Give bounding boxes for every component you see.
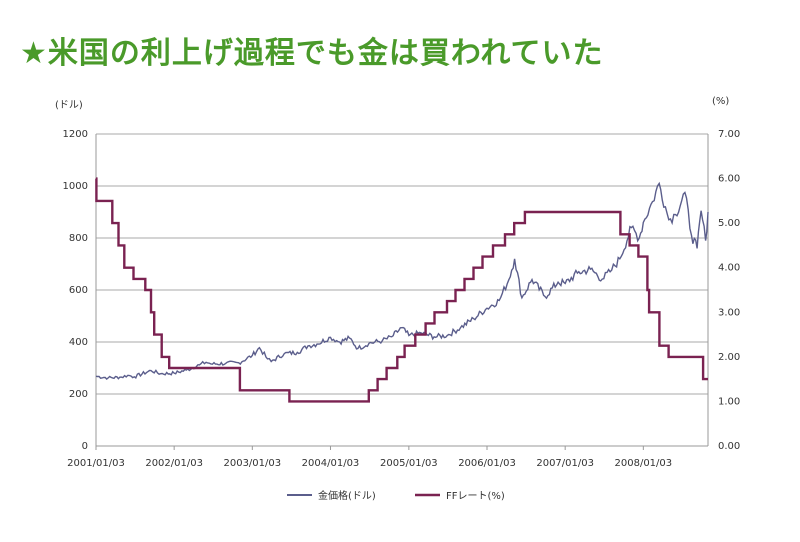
headline: ★米国の利上げ過程でも金は買われていた — [20, 36, 604, 71]
x-tick-label: 2004/01/03 — [302, 458, 360, 469]
x-tick-label: 2003/01/03 — [223, 458, 281, 469]
gold-price-line — [95, 181, 709, 381]
left-tick-label: 1200 — [63, 129, 88, 140]
left-tick-label: 200 — [69, 389, 88, 400]
right-tick-label: 2.00 — [718, 352, 740, 363]
x-tick-label: 2007/01/03 — [536, 458, 594, 469]
ff-rate-line — [95, 177, 708, 403]
left-tick-label: 1000 — [63, 181, 88, 192]
left-tick-label: 800 — [69, 233, 88, 244]
right-tick-label: 7.00 — [718, 129, 740, 140]
right-axis-unit: (%) — [712, 96, 730, 107]
x-tick-label: 2001/01/03 — [67, 458, 125, 469]
right-tick-label: 1.00 — [718, 396, 740, 407]
legend-label-ff: FFレート(%) — [446, 491, 505, 502]
left-axis-unit: (ドル) — [55, 100, 83, 111]
x-tick-label: 2005/01/03 — [380, 458, 438, 469]
left-tick-label: 0 — [82, 441, 88, 452]
right-tick-label: 0.00 — [718, 441, 740, 452]
legend-label-gold: 金価格(ドル) — [318, 489, 376, 502]
x-tick-label: 2002/01/03 — [145, 458, 203, 469]
right-tick-label: 3.00 — [718, 307, 740, 318]
right-tick-label: 6.00 — [718, 174, 740, 185]
left-tick-label: 400 — [69, 337, 88, 348]
right-tick-label: 5.00 — [718, 218, 740, 229]
x-tick-label: 2008/01/03 — [615, 458, 673, 469]
left-tick-label: 600 — [69, 285, 88, 296]
right-tick-label: 4.00 — [718, 263, 740, 274]
x-tick-label: 2006/01/03 — [458, 458, 516, 469]
